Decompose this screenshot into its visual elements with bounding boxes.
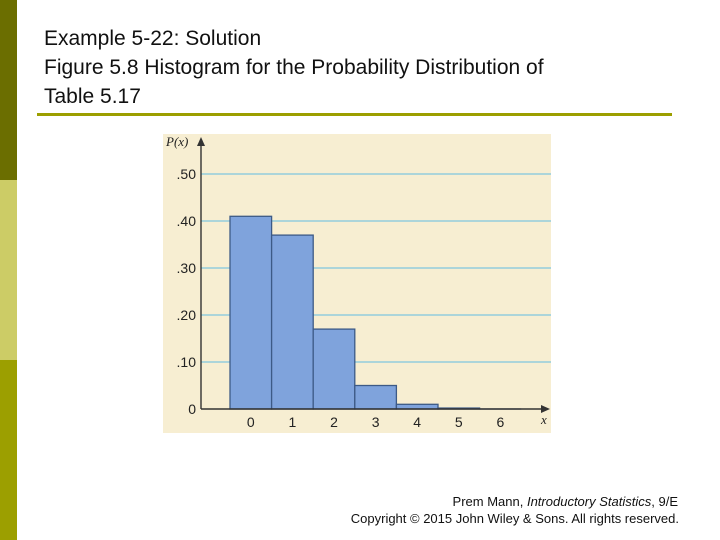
x-tick-label: 4 (413, 414, 421, 430)
chart-background (163, 134, 551, 433)
x-tick-label: 2 (330, 414, 338, 430)
credit-book-title: Introductory Statistics (526, 494, 652, 509)
title-line-1: Example 5-22: Solution (44, 27, 262, 50)
y-axis-arrow (197, 137, 205, 146)
histogram-bar (354, 384, 398, 410)
y-tick-label: .40 (177, 213, 197, 229)
sidebar-accent-light (0, 180, 17, 360)
title-divider (37, 113, 672, 116)
histogram-bar (229, 215, 273, 410)
credit-author: Prem Mann, (452, 494, 524, 509)
y-tick-label: .50 (177, 166, 197, 182)
slide-title: Example 5-22: Solution Figure 5.8 Histog… (44, 24, 684, 111)
x-tick-label: 6 (497, 414, 505, 430)
x-axis-arrow (541, 405, 550, 413)
y-tick-label: .10 (177, 354, 197, 370)
histogram-bar (395, 403, 439, 410)
x-tick-label: 0 (247, 414, 255, 430)
title-line-3: Table 5.17 (44, 85, 141, 108)
histogram-bar (270, 234, 314, 410)
sidebar-accent-dark (0, 0, 17, 180)
x-tick-label: 3 (372, 414, 380, 430)
y-axis-label: P(x) (165, 134, 188, 149)
title-line-2: Figure 5.8 Histogram for the Probability… (44, 56, 544, 79)
x-tick-label: 5 (455, 414, 463, 430)
y-tick-label: .20 (177, 307, 197, 323)
histogram-bar (312, 328, 356, 410)
y-tick-label: 0 (188, 401, 196, 417)
credit-edition: , 9/E (651, 494, 678, 509)
credit-copyright: Copyright © 2015 John Wiley & Sons. All … (350, 511, 679, 526)
source-credit: Prem Mann, Introductory Statistics, 9/E … (350, 493, 679, 527)
sidebar-accent-mid (0, 360, 17, 540)
x-tick-label: 1 (289, 414, 297, 430)
x-axis-label: x (540, 412, 547, 427)
y-tick-label: .30 (177, 260, 197, 276)
